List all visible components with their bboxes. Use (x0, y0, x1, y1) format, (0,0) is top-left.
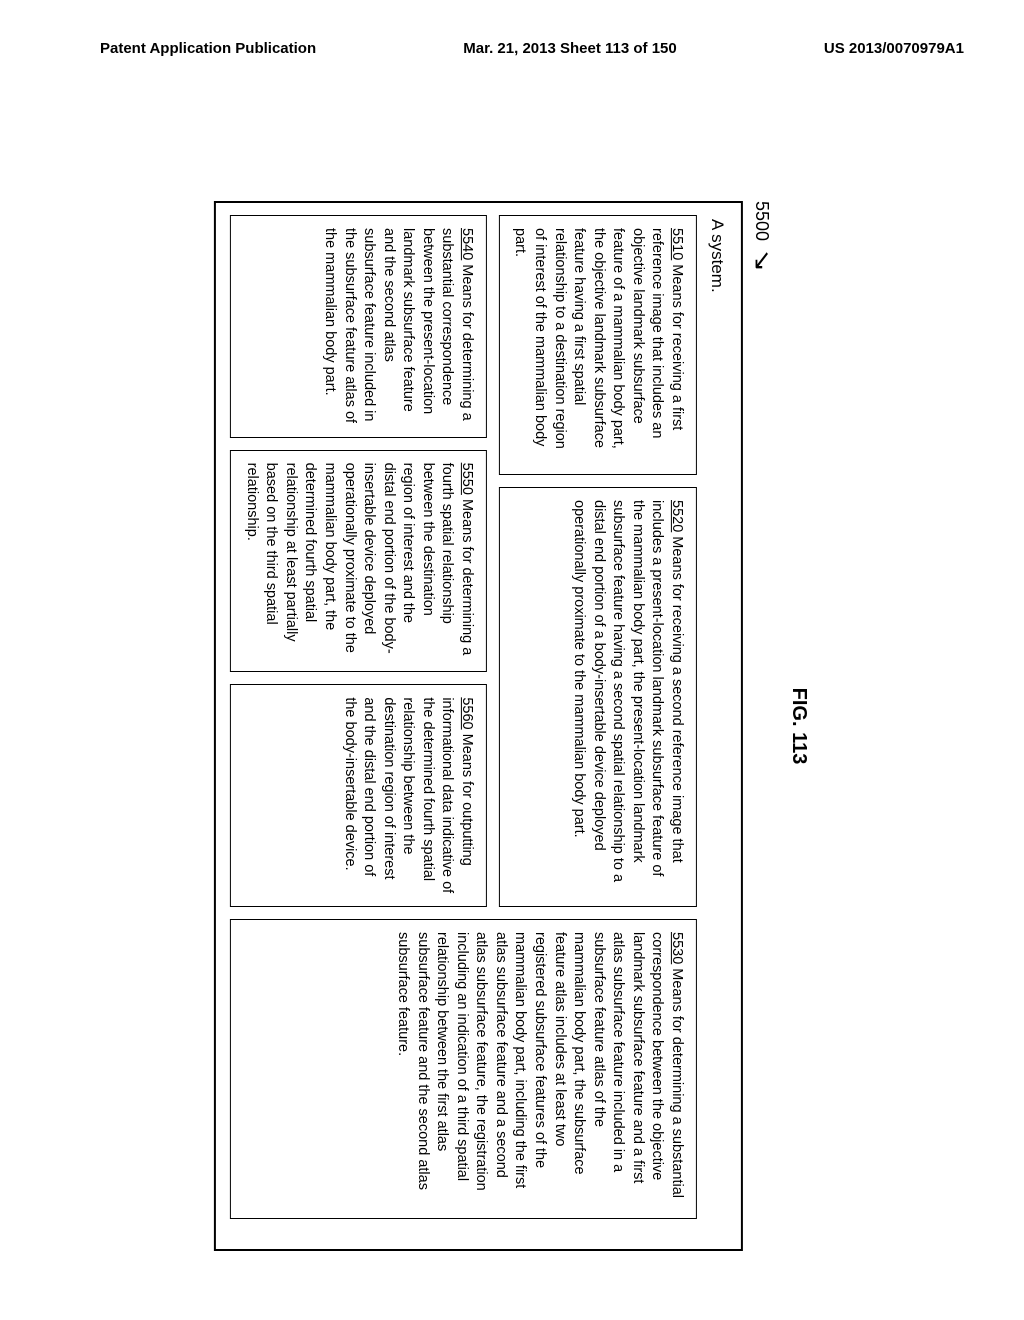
system-outer-box: A system. 5510 Means for receiving a fir… (214, 201, 743, 1251)
ref-5550: 5550 (459, 463, 475, 495)
ref-5530: 5530 (669, 932, 685, 964)
figure-title: FIG. 113 (787, 201, 810, 1251)
arrow-icon: ↘ (749, 248, 775, 272)
text-5510: Means for receiving a first reference im… (512, 228, 685, 449)
means-box-5530: 5530 Means for determining a substantial… (230, 919, 697, 1219)
text-5520: Means for receiving a second reference i… (571, 500, 685, 882)
page-header: Patent Application Publication Mar. 21, … (100, 40, 964, 57)
means-box-5520: 5520 Means for receiving a second refere… (499, 487, 697, 907)
system-label: A system. (707, 219, 727, 1237)
ref-5540: 5540 (459, 228, 475, 260)
header-right: US 2013/0070979A1 (824, 40, 964, 57)
row-2: 5540 Means for determining a substantial… (230, 215, 487, 907)
rotated-figure: FIG. 113 5500 ↘ A system. 5510 Means for… (214, 201, 810, 1251)
means-box-5510: 5510 Means for receiving a first referen… (499, 215, 697, 475)
ref-5510: 5510 (669, 228, 685, 260)
header-center: Mar. 21, 2013 Sheet 113 of 150 (463, 40, 676, 57)
figure-number: 5500 (751, 201, 772, 241)
means-grid: 5510 Means for receiving a first referen… (230, 215, 697, 1237)
ref-5560: 5560 (459, 697, 475, 729)
patent-page: Patent Application Publication Mar. 21, … (0, 0, 1024, 1320)
ref-5520: 5520 (669, 500, 685, 532)
figure-number-row: 5500 ↘ (749, 201, 775, 1251)
header-left: Patent Application Publication (100, 40, 316, 57)
text-5530: Means for determining a substantial corr… (395, 932, 685, 1198)
means-box-5550: 5550 Means for determining a fourth spat… (230, 450, 487, 673)
means-box-5540: 5540 Means for determining a substantial… (230, 215, 487, 438)
means-box-5560: 5560 Means for outputting informational … (230, 684, 487, 907)
text-5560: Means for outputting informational data … (341, 697, 474, 893)
text-5540: Means for determining a substantial corr… (322, 228, 475, 423)
text-5550: Means for determining a fourth spatial r… (244, 463, 475, 656)
